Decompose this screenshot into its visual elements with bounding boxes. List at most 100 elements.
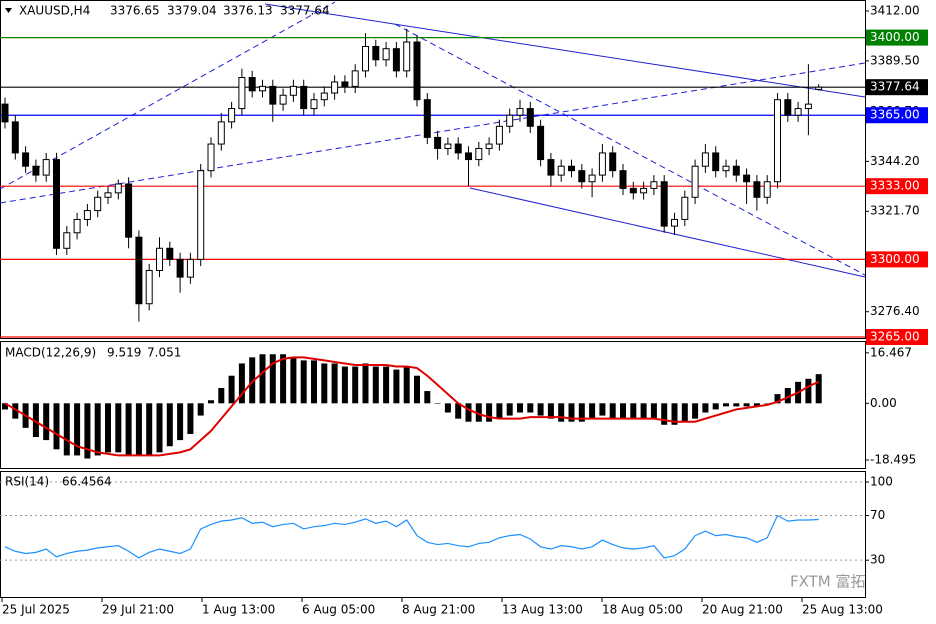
watermark: FXTM 富拓 (790, 573, 866, 591)
y-tick-label: 3389.50 (870, 53, 920, 67)
candle-body (722, 165, 730, 172)
macd-bar (620, 403, 626, 419)
macd-bar (249, 357, 256, 404)
macd-bar (115, 403, 122, 453)
candle-body (434, 136, 442, 149)
candle-body (526, 108, 534, 127)
macd-bar (156, 403, 163, 453)
macd-bar (94, 403, 101, 456)
candle-body (578, 170, 586, 183)
y-tick-label: 16.467 (870, 345, 912, 359)
x-tick-label: 13 Aug 13:00 (502, 603, 583, 617)
level-label: 3365.00 (870, 108, 920, 122)
trend-line (394, 23, 866, 276)
candle-body (135, 236, 143, 305)
price-panel (0, 0, 866, 339)
x-tick-label: 8 Aug 21:00 (402, 603, 475, 617)
candle-body (701, 152, 709, 167)
macd-bar (300, 360, 307, 404)
candle-body (382, 48, 390, 61)
macd-bar (753, 403, 760, 407)
macd-bar (63, 403, 70, 456)
macd-bar (84, 403, 91, 459)
candle-body (784, 99, 792, 116)
y-tick-label: 100 (870, 475, 893, 489)
macd-bar (197, 403, 204, 416)
macd-bar (486, 403, 493, 422)
candle-body (547, 159, 555, 176)
macd-bar (187, 403, 194, 434)
macd-bar (53, 403, 60, 450)
y-tick-label: 3344.20 (870, 154, 920, 168)
trend-line (0, 1, 336, 190)
x-tick-label: 25 Jul 2025 (2, 603, 70, 617)
macd-bar (393, 369, 400, 404)
signal-value: 7.051 (147, 346, 181, 360)
macd-bar (383, 366, 390, 404)
x-tick-label: 20 Aug 21:00 (702, 603, 783, 617)
candle-body (248, 77, 256, 92)
candle-body (423, 99, 431, 138)
macd-bar (146, 403, 153, 456)
candle-body (145, 269, 153, 305)
candle-body (485, 143, 493, 149)
level-label: 3333.00 (870, 179, 920, 193)
trend-lines (0, 1, 866, 278)
macd-bar (414, 375, 420, 404)
candle-body (465, 152, 472, 161)
level-box (866, 107, 928, 124)
level-box (866, 329, 928, 345)
candle-body (537, 125, 545, 161)
macd-bar (331, 363, 338, 404)
macd-bar (177, 403, 184, 441)
candle-body (691, 165, 699, 198)
candle-body (104, 192, 112, 198)
macd-bar (764, 403, 771, 404)
candle-body (228, 108, 236, 123)
candle-body (341, 81, 349, 87)
candle-body (238, 77, 246, 110)
x-tick-label: 6 Aug 05:00 (302, 603, 375, 617)
macd-bar (341, 366, 348, 404)
ohlc-close: 3377.64 (280, 4, 330, 18)
candle-body (475, 147, 483, 161)
candle-body (712, 152, 720, 172)
y-tick-label: 3412.00 (870, 3, 920, 17)
macd-bar (692, 403, 699, 419)
rsi-title: RSI(14) (5, 475, 49, 489)
candle-body (372, 45, 380, 61)
candle-body (568, 165, 575, 172)
candle-body (197, 170, 205, 260)
rsi-line (4, 514, 819, 559)
candle-body (650, 181, 658, 189)
candle-body (516, 108, 524, 116)
macd-panel (0, 341, 866, 469)
macd-bar (362, 363, 369, 404)
y-tick-label: 70 (870, 508, 885, 522)
signal-line (4, 356, 820, 457)
macd-value: 9.519 (107, 346, 141, 360)
macd-bar (269, 354, 276, 404)
y-tick-label: 0.00 (870, 396, 897, 410)
macd-bar (547, 403, 554, 419)
candle-body (774, 99, 781, 183)
macd-bar (650, 403, 657, 419)
macd-bar (609, 403, 616, 419)
candle-body (753, 181, 761, 198)
macd-bar (671, 403, 678, 425)
candle-body (207, 143, 215, 172)
candle-body (609, 152, 617, 172)
macd-bar (228, 375, 235, 404)
candle-body (289, 85, 297, 96)
macd-bar (352, 366, 359, 404)
macd-bar (32, 403, 39, 438)
level-label: 3377.64 (870, 80, 920, 94)
candle-body (815, 86, 823, 90)
macd-bar (589, 403, 596, 419)
candle-body (392, 48, 400, 72)
candle-body (11, 121, 19, 154)
trend-line (0, 62, 866, 204)
y-tick-label: 3321.70 (870, 204, 920, 218)
candle-body (22, 152, 30, 167)
candle-body (598, 152, 606, 176)
